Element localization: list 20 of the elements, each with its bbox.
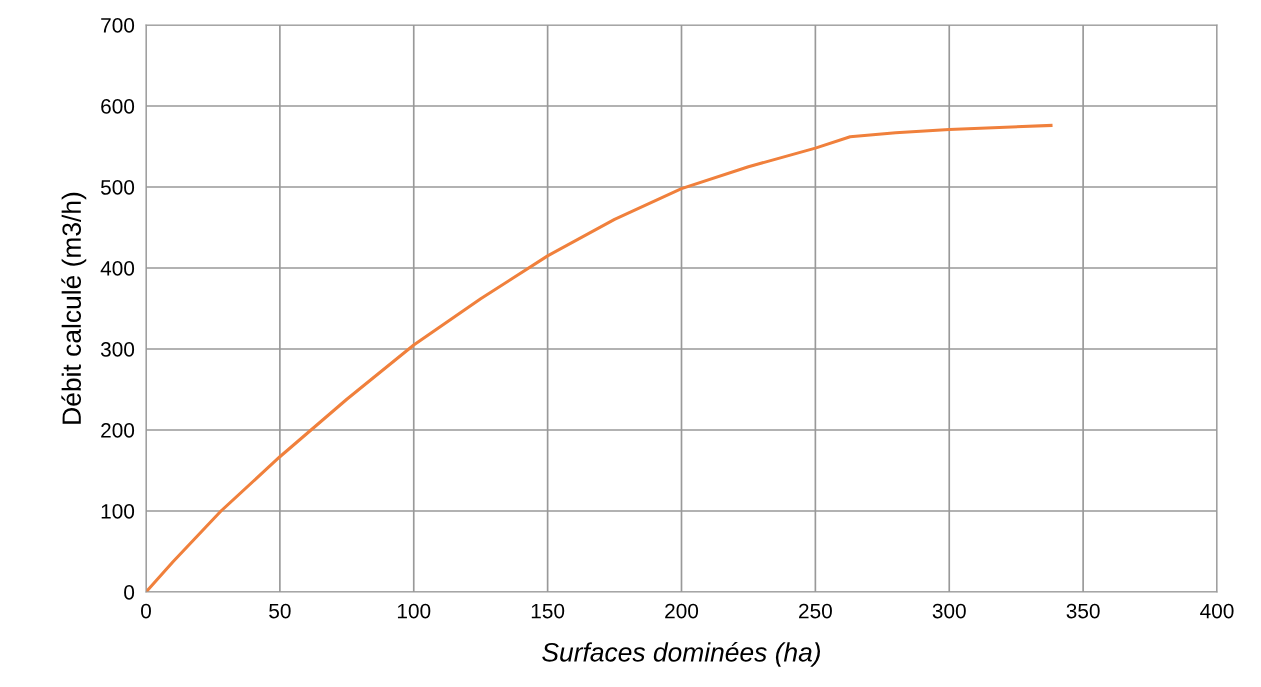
y-tick-label: 100: [101, 504, 135, 519]
x-tick-label: 250: [799, 603, 832, 619]
x-tick-label: 400: [1200, 603, 1234, 619]
x-tick-label: 200: [665, 603, 699, 619]
x-tick-label: 150: [531, 603, 565, 619]
x-tick-label: 0: [141, 603, 151, 619]
y-tick-label: 200: [101, 423, 135, 438]
y-tick-label: 500: [100, 180, 135, 195]
y-tick-label: 400: [100, 261, 135, 276]
x-axis-title: Surfaces dominées (ha): [542, 641, 821, 667]
y-tick-label: 300: [100, 342, 135, 357]
x-tick-label: 100: [397, 603, 431, 619]
y-tick-label: 700: [101, 18, 135, 33]
y-tick-label: 600: [101, 99, 135, 114]
line-series: [146, 123, 1053, 592]
y-tick-label: 0: [124, 585, 135, 600]
x-tick-label: 50: [269, 603, 291, 619]
x-tick-label: 350: [1066, 603, 1100, 619]
x-tick-label: 300: [932, 603, 966, 619]
y-axis-title: Débit calculé (m3/h): [61, 192, 87, 424]
